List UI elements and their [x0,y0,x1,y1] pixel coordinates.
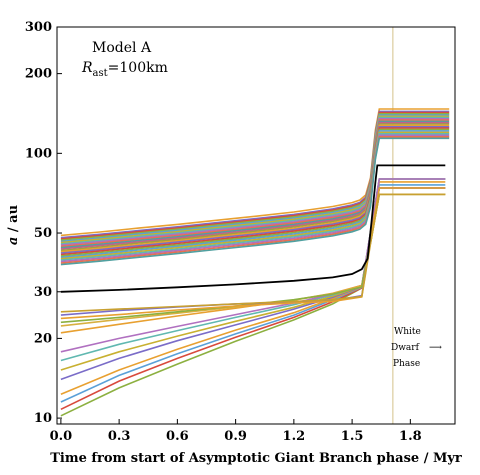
radius-label: Rast=100km [81,60,168,79]
series-layer [60,27,450,424]
radius-symbol: R [81,60,93,76]
y-tick-label: 30 [34,285,52,300]
y-tick-label: 200 [25,67,52,82]
lower-curve [60,193,446,313]
x-tick-label: 0.6 [166,429,189,444]
x-tick-label: 0.3 [108,429,131,444]
x-tick-label: 1.8 [399,429,422,444]
radius-value: =100km [108,60,168,76]
lower-curve [60,187,446,320]
lower-curve [60,178,446,353]
y-tick-label: 100 [25,146,52,161]
x-tick-label: 1.2 [283,429,306,444]
y-tick-label: 20 [34,331,52,346]
x-tick-label: 0.9 [224,429,247,444]
black-curve [60,164,446,293]
y-axis-label-rest: / au [6,205,21,237]
y-tick-label: 50 [34,226,52,241]
radius-subscript: ast [93,68,108,79]
phase-annotation-line3: Phase [393,359,420,369]
model-label: Model A [92,40,152,56]
y-axis-label: a / au [6,205,21,245]
x-tick-label: 0.0 [50,429,73,444]
phase-arrow: ⟶ [429,343,442,353]
phase-annotation-line1: White [394,327,421,337]
plot-frame [56,26,456,425]
x-tick-label: 1.5 [341,429,364,444]
y-axis-label-italic: a [6,237,21,245]
y-tick-label: 10 [34,411,52,426]
x-axis-label: Time from start of Asymptotic Giant Bran… [50,451,462,466]
upper-band-curve [60,137,450,266]
ticks-layer: 0.0 0.3 0.6 0.9 1.2 1.5 1.8 10 20 30 50 100 200 300 [25,20,422,444]
phase-annotation-line2: Dwarf [391,343,420,353]
y-tick-label: 300 [25,20,52,35]
